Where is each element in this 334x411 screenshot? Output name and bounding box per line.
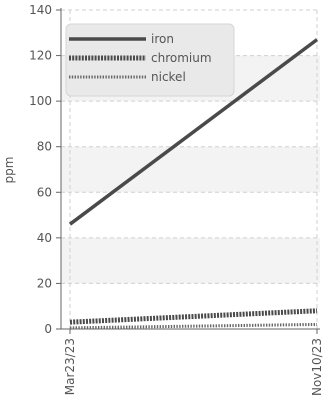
plot-band xyxy=(61,192,320,238)
y-tick-label: 40 xyxy=(37,231,52,245)
y-axis-ticks: 0 20 40 60 80 100 120 140 xyxy=(29,3,61,336)
x-axis-ticks: Mar23/23 Nov10/23 xyxy=(63,329,324,396)
legend-label-iron: iron xyxy=(151,32,174,46)
y-tick-label: 100 xyxy=(29,94,52,108)
legend: iron chromium nickel xyxy=(65,23,235,97)
legend-label-nickel: nickel xyxy=(151,70,186,84)
series-line-nickel xyxy=(69,322,318,330)
y-tick-label: 0 xyxy=(44,322,52,336)
legend-label-chromium: chromium xyxy=(151,51,212,65)
plot-band xyxy=(61,237,320,284)
y-tick-label: 80 xyxy=(37,140,52,154)
y-tick-label: 60 xyxy=(37,185,52,199)
legend-box xyxy=(65,23,235,97)
series-line-iron xyxy=(68,38,319,226)
plot-band xyxy=(61,283,320,329)
y-tick-label: 20 xyxy=(37,276,52,290)
x-tick-label: Mar23/23 xyxy=(63,338,77,395)
series-lines xyxy=(68,38,319,330)
plot-band xyxy=(61,101,320,147)
plot-band xyxy=(61,146,320,193)
y-tick-label: 140 xyxy=(29,3,52,17)
y-tick-label: 120 xyxy=(29,49,52,63)
axes xyxy=(60,8,320,330)
series-line-chromium xyxy=(69,308,318,325)
y-axis-title: ppm xyxy=(2,157,16,184)
x-tick-label: Nov10/23 xyxy=(310,338,324,396)
